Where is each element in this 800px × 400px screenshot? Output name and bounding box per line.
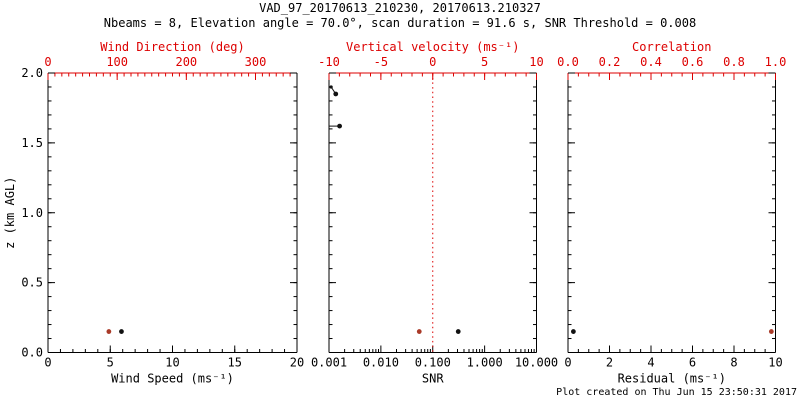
svg-text:0.2: 0.2	[599, 55, 621, 69]
series-wind-speed	[119, 329, 124, 334]
svg-text:-5: -5	[374, 55, 388, 69]
svg-text:0.8: 0.8	[723, 55, 745, 69]
page-subtitle: Nbeams = 8, Elevation angle = 70.0°, sca…	[103, 16, 697, 30]
svg-text:1.0: 1.0	[21, 206, 43, 220]
svg-text:-10: -10	[318, 55, 340, 69]
svg-text:2: 2	[606, 356, 613, 370]
svg-text:0: 0	[44, 55, 51, 69]
svg-text:SNR: SNR	[422, 372, 444, 386]
series-vertical-velocity	[416, 329, 422, 334]
svg-text:15: 15	[228, 356, 242, 370]
plot-created-timestamp: Plot created on Thu Jun 15 23:50:31 2017	[556, 387, 797, 398]
svg-text:0.5: 0.5	[21, 276, 43, 290]
svg-text:5: 5	[481, 55, 488, 69]
series-wind-direction	[106, 329, 112, 334]
svg-text:2.0: 2.0	[21, 66, 43, 80]
series-residual	[570, 329, 576, 334]
svg-text:6: 6	[689, 356, 696, 370]
svg-text:10.000: 10.000	[515, 356, 558, 370]
svg-text:5: 5	[107, 356, 114, 370]
panel-residual: 0 2 4 6 8 10 Residual (ms⁻¹) 0.0 0.2 0.4 0.6 0.8 1.0…	[557, 40, 786, 386]
svg-text:0: 0	[44, 356, 51, 370]
svg-text:0.6: 0.6	[682, 55, 704, 69]
svg-text:1.5: 1.5	[21, 136, 43, 150]
svg-text:Correlation: Correlation	[632, 40, 711, 54]
svg-text:Wind Speed (ms⁻¹): Wind Speed (ms⁻¹)	[111, 372, 234, 386]
svg-text:200: 200	[175, 55, 197, 69]
panel-wind: 0 5 10 15 20 Wind Speed (ms⁻¹) 0 100 200 300Wind …	[21, 40, 304, 386]
svg-text:1.000: 1.000	[467, 356, 503, 370]
svg-text:0: 0	[429, 55, 436, 69]
svg-text:Wind Direction (deg): Wind Direction (deg)	[100, 40, 245, 54]
svg-text:10: 10	[165, 356, 179, 370]
svg-text:10: 10	[529, 55, 543, 69]
svg-text:Vertical velocity (ms⁻¹): Vertical velocity (ms⁻¹)	[346, 40, 519, 54]
svg-text:0.100: 0.100	[415, 356, 451, 370]
svg-text:0.0: 0.0	[21, 346, 43, 360]
svg-text:Residual (ms⁻¹): Residual (ms⁻¹)	[618, 372, 726, 386]
series-snr-profile	[329, 85, 461, 334]
svg-text:0.4: 0.4	[640, 55, 662, 69]
svg-text:1.0: 1.0	[765, 55, 787, 69]
svg-text:0.0: 0.0	[557, 55, 579, 69]
svg-text:8: 8	[730, 356, 737, 370]
svg-text:10: 10	[768, 356, 782, 370]
svg-text:300: 300	[245, 55, 267, 69]
page-title: VAD_97_20170613_210230, 20170613.210327	[259, 1, 541, 15]
svg-text:4: 4	[647, 356, 654, 370]
svg-text:20: 20	[290, 356, 304, 370]
svg-text:0.010: 0.010	[363, 356, 399, 370]
svg-text:100: 100	[106, 55, 128, 69]
y-axis-label: z (km AGL)	[3, 177, 17, 249]
svg-text:0: 0	[564, 356, 571, 370]
series-correlation	[768, 329, 774, 334]
panel-snr: 0.001 0.010 0.100 1.000 10.000 SNR -10 -5 0 5 10 Ve…	[311, 40, 558, 386]
svg-text:0.001: 0.001	[311, 356, 347, 370]
